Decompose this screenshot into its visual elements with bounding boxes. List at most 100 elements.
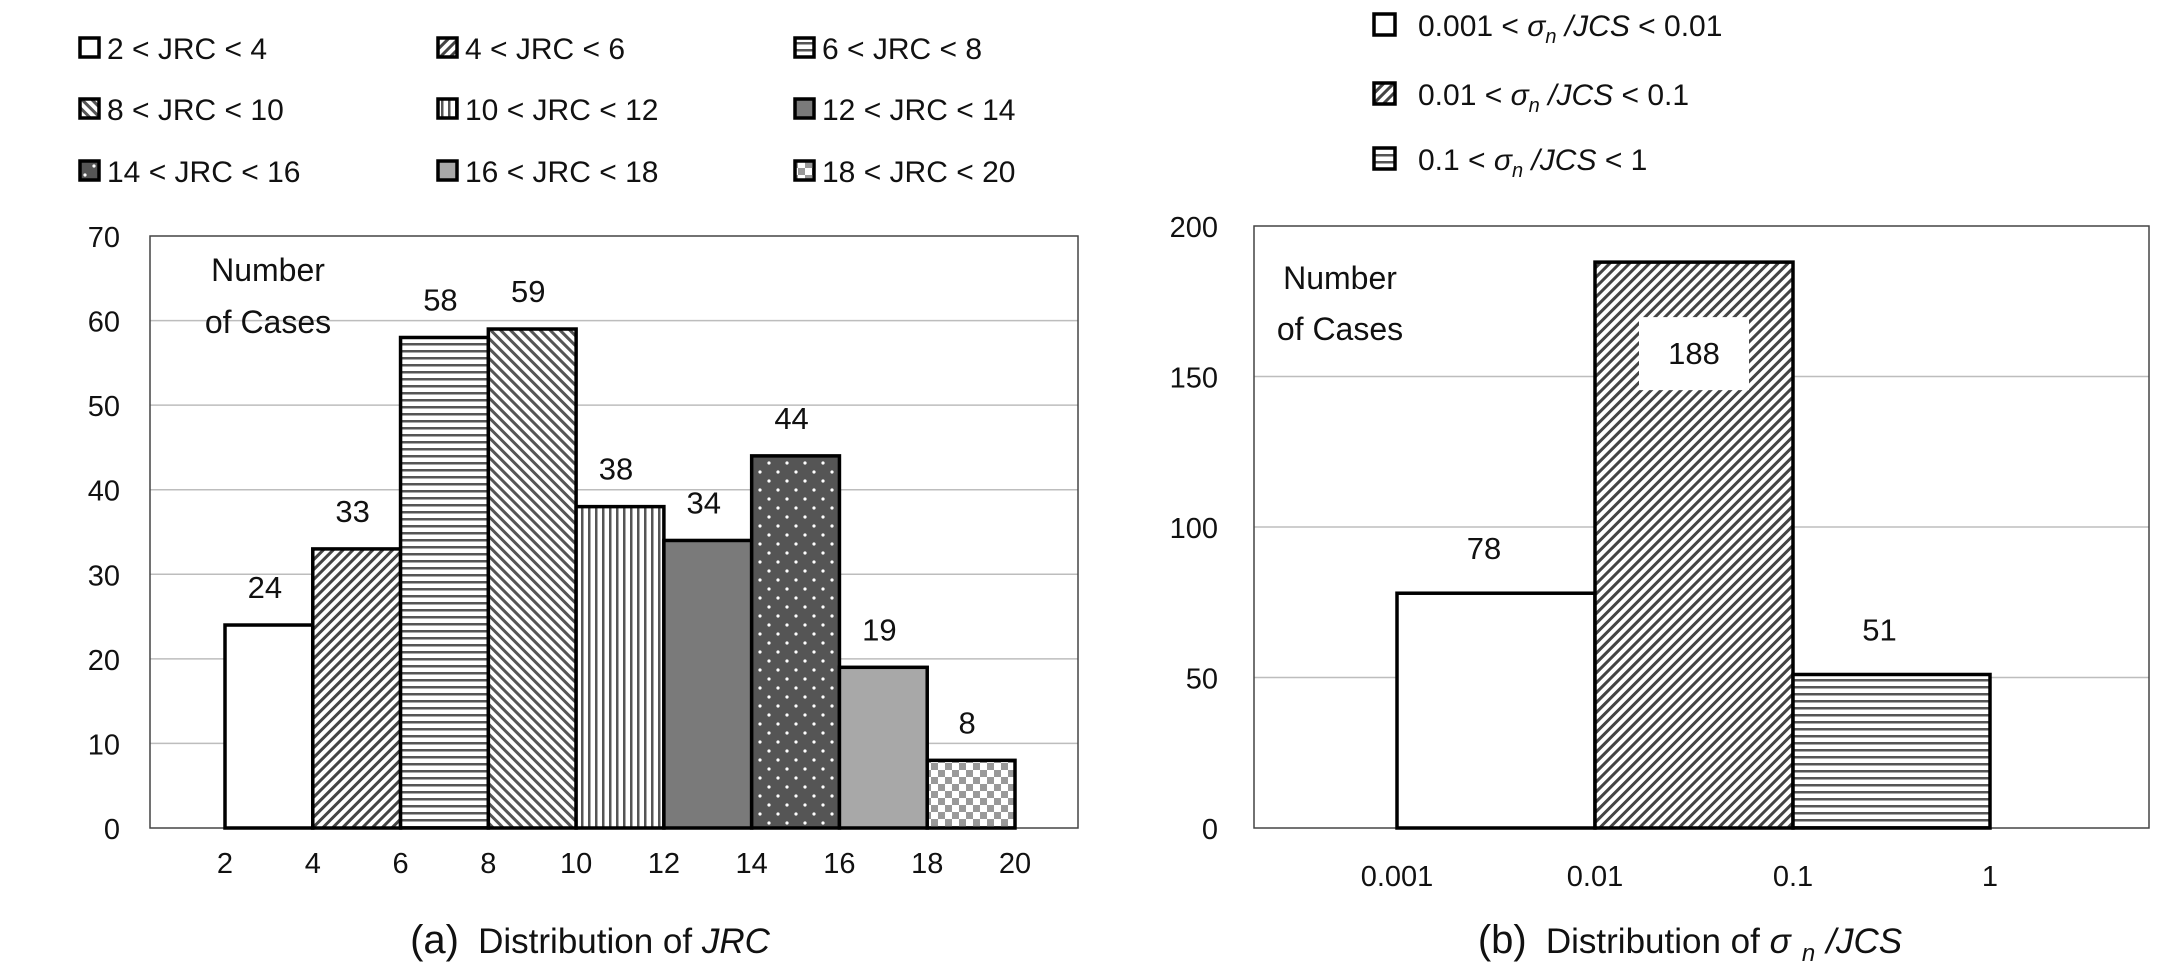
- chart-a-legend-swatch: [436, 97, 459, 120]
- chart-a-legend: 2 < JRC < 4 4 < JRC < 6 6 < JRC < 8 8 < JRC…: [78, 33, 1015, 189]
- chart-a-x-tick-label: 16: [823, 848, 855, 880]
- chart-a-legend-swatch: [78, 159, 101, 182]
- chart-b-legend-label: 0.01 < σn /JCS < 0.1: [1418, 79, 1689, 117]
- chart-b-caption-prefix: (b): [1478, 918, 1527, 962]
- chart-b-y-tick-label: 150: [1170, 363, 1218, 395]
- chart-a-legend-label: 8 < JRC < 10: [107, 94, 284, 127]
- chart-a-x-tick-label: 14: [736, 848, 768, 880]
- chart-a-y-tick-label: 20: [88, 645, 120, 677]
- chart-b-annotation-line1: Number: [1283, 260, 1397, 296]
- chart-a-bar-value-label: 59: [511, 274, 545, 309]
- chart-a-y-ticks: 0 10 20 30 40 50 60 70: [88, 222, 120, 846]
- chart-a-legend-swatch: [793, 36, 816, 59]
- chart-a-y-tick-label: 60: [88, 307, 120, 339]
- chart-b-legend-swatch: [1372, 81, 1397, 106]
- chart-a-bars: [223, 327, 1017, 830]
- chart-a-x-tick-label: 18: [911, 848, 943, 880]
- chart-a-x-tick-label: 8: [480, 848, 496, 880]
- chart-b-y-tick-label: 0: [1202, 814, 1218, 846]
- chart-b-caption: (b) Distribution of σ n /JCS: [1478, 918, 1902, 970]
- chart-a-x-tick-label: 6: [392, 848, 408, 880]
- chart-b-legend-label: 0.001 < σn /JCS < 0.01: [1418, 10, 1722, 48]
- chart-a-bar-value-label: 38: [599, 452, 633, 487]
- chart-b-caption-tail: /JCS: [1824, 922, 1902, 961]
- chart-a-legend-label: 12 < JRC < 14: [822, 94, 1015, 127]
- chart-a-legend-swatch: [793, 97, 816, 120]
- chart-a-legend-label: 2 < JRC < 4: [107, 33, 267, 66]
- chart-a-bar: [662, 538, 754, 830]
- chart-a-legend-swatch: [78, 97, 101, 120]
- chart-a-bar-value-label: 58: [423, 282, 457, 317]
- chart-a-bar-value-label: 24: [248, 570, 282, 605]
- chart-b-x-tick-label: 1: [1982, 861, 1998, 893]
- chart-a-legend-swatch: [793, 159, 816, 182]
- chart-a: 2 < JRC < 4 4 < JRC < 6 6 < JRC < 8 8 < JRC…: [78, 33, 1079, 962]
- chart-b-bar: [1791, 672, 1992, 830]
- chart-b-x-tick-label: 0.001: [1361, 861, 1434, 893]
- chart-a-legend-label: 4 < JRC < 6: [465, 33, 625, 66]
- chart-a-legend-label: 16 < JRC < 18: [465, 156, 658, 189]
- chart-b-y-tick-label: 200: [1170, 212, 1218, 244]
- chart-a-bar-value-label: 8: [958, 705, 975, 740]
- chart-a-y-tick-label: 30: [88, 560, 120, 592]
- chart-a-legend-swatch: [78, 36, 101, 59]
- chart-b-bar-value-label: 51: [1862, 612, 1896, 647]
- chart-b-caption-text: Distribution of: [1546, 922, 1770, 961]
- chart-a-bar-value-label: 34: [687, 485, 721, 520]
- chart-a-legend-label: 10 < JRC < 12: [465, 94, 658, 127]
- chart-a-legend-label: 6 < JRC < 8: [822, 33, 982, 66]
- chart-a-bar: [311, 547, 403, 830]
- chart-a-bar-value-label: 19: [862, 612, 896, 647]
- chart-a-bar: [925, 758, 1017, 830]
- chart-b-legend-swatch: [1372, 146, 1397, 171]
- chart-a-x-tick-label: 2: [217, 848, 233, 880]
- chart-a-bar-value-label: 44: [774, 401, 808, 436]
- chart-a-x-tick-label: 4: [305, 848, 321, 880]
- chart-b: 0.001 < σn /JCS < 0.01 0.01 < σn /JCS < 0…: [1170, 10, 2150, 970]
- chart-a-bar-value-label: 33: [335, 494, 369, 529]
- chart-a-y-tick-label: 70: [88, 222, 120, 254]
- chart-b-x-ticks: 0.001 0.01 0.1 1: [1361, 861, 1998, 893]
- chart-a-bar: [574, 504, 666, 830]
- chart-b-label-background: [1639, 317, 1749, 391]
- chart-b-legend-swatch: [1372, 12, 1397, 37]
- chart-a-x-ticks: 2 4 6 8 10 12 14 16 18 20: [217, 848, 1031, 880]
- chart-b-y-tick-label: 100: [1170, 513, 1218, 545]
- chart-b-y-tick-label: 50: [1186, 664, 1218, 696]
- chart-a-bar: [486, 327, 578, 830]
- chart-b-bar-value-label: 78: [1467, 531, 1501, 566]
- chart-a-bar: [837, 665, 929, 830]
- chart-b-bar-value-label: 188: [1668, 336, 1720, 371]
- chart-a-caption-text: Distribution of: [478, 922, 702, 961]
- chart-a-legend-label: 18 < JRC < 20: [822, 156, 1015, 189]
- chart-b-bar: [1395, 591, 1597, 830]
- chart-a-value-labels: 24 33 58 59 38 34 44 19 8: [248, 274, 976, 740]
- chart-b-value-labels: 78 188 51: [1467, 317, 1897, 647]
- chart-b-caption-sub: n: [1802, 940, 1815, 967]
- chart-a-legend-swatch: [436, 159, 459, 182]
- chart-b-caption-sigma: σ: [1770, 922, 1793, 961]
- chart-a-y-tick-label: 40: [88, 476, 120, 508]
- chart-a-caption: (a) Distribution of JRC: [410, 918, 771, 962]
- chart-a-y-tick-label: 10: [88, 729, 120, 761]
- chart-a-annotation-line2: of Cases: [205, 304, 331, 340]
- chart-a-x-tick-label: 20: [999, 848, 1031, 880]
- chart-a-bar: [398, 335, 491, 830]
- chart-b-legend-label: 0.1 < σn /JCS < 1: [1418, 144, 1647, 182]
- chart-a-caption-italic: JRC: [701, 922, 771, 961]
- chart-a-bar: [749, 454, 842, 830]
- chart-a-x-tick-label: 10: [560, 848, 592, 880]
- chart-b-legend: 0.001 < σn /JCS < 0.01 0.01 < σn /JCS < 0…: [1372, 10, 1722, 182]
- chart-a-annotation-line1: Number: [211, 252, 325, 288]
- chart-b-annotation-line2: of Cases: [1277, 311, 1403, 347]
- chart-a-caption-prefix: (a): [410, 918, 459, 962]
- chart-a-legend-label: 14 < JRC < 16: [107, 156, 300, 189]
- chart-a-legend-swatch: [436, 36, 459, 59]
- chart-b-y-ticks: 0 50 100 150 200: [1170, 212, 1218, 846]
- chart-a-y-tick-label: 0: [104, 814, 120, 846]
- chart-a-x-tick-label: 12: [648, 848, 680, 880]
- chart-a-bar: [223, 623, 315, 830]
- chart-b-x-tick-label: 0.1: [1773, 861, 1813, 893]
- chart-b-x-tick-label: 0.01: [1567, 861, 1623, 893]
